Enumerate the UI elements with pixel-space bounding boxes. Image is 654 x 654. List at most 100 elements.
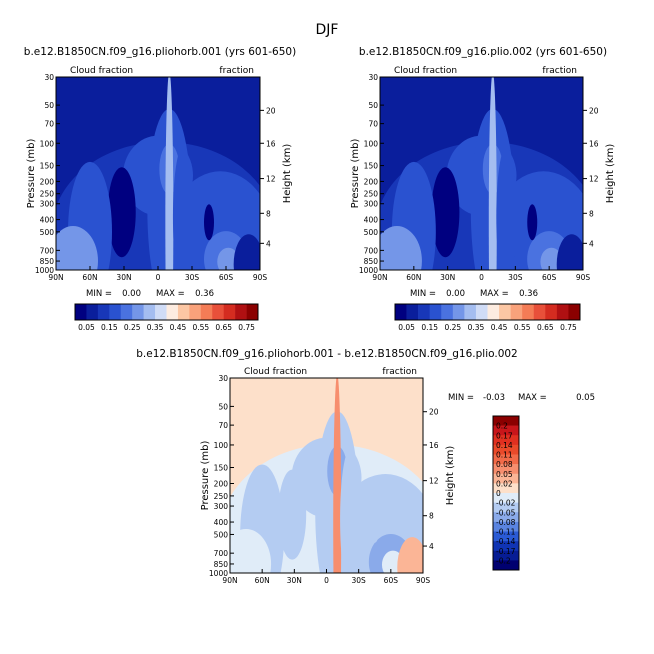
y-tick-label: 500 — [40, 228, 55, 237]
x-tick-label: 0 — [479, 273, 484, 282]
colorbar-box — [493, 483, 519, 494]
y-tick-label: 250 — [214, 492, 229, 501]
y-tick-label: 500 — [364, 228, 379, 237]
y2-tick-label: 12 — [266, 175, 276, 184]
x-tick-label: 0 — [156, 273, 161, 282]
colorbar-box — [155, 304, 167, 320]
y2-tick-label: 8 — [429, 512, 434, 521]
colorbar-box — [97, 304, 110, 320]
contour-field — [230, 378, 423, 573]
colorbar-box — [493, 541, 519, 552]
colorbar-box — [109, 304, 122, 320]
colorbar-box — [429, 304, 442, 320]
y-tick-label: 300 — [40, 200, 55, 209]
colorbar-box — [545, 304, 558, 320]
colorbar-label: 0.35 — [468, 323, 485, 332]
colorbar-box — [493, 550, 519, 561]
stat-min-value: 0.00 — [122, 289, 141, 299]
contour-region — [333, 378, 342, 573]
chart-title: b.e12.B1850CN.f09_g16.pliohorb.001 (yrs … — [24, 46, 296, 58]
y-tick-label: 200 — [364, 177, 379, 186]
contour-region — [230, 528, 272, 573]
x-tick-label: 60N — [406, 273, 421, 282]
colorbar-frame — [394, 303, 581, 321]
colorbar-box — [493, 416, 519, 426]
colorbar-box — [86, 304, 99, 320]
y-tick-label: 850 — [364, 257, 379, 266]
chart-panel-1: b.e12.B1850CN.f09_g16.pliohorb.001 (yrs … — [24, 46, 296, 332]
y2-tick-label: 8 — [589, 209, 594, 218]
y-tick-label: 150 — [214, 464, 229, 473]
colorbar-label: 0.14 — [496, 441, 513, 450]
colorbar-box — [395, 304, 407, 320]
colorbar-box — [189, 304, 202, 320]
y2-tick-label: 20 — [589, 106, 599, 115]
y-tick-label: 400 — [40, 216, 55, 225]
colorbar-label: 0.65 — [537, 323, 554, 332]
stat-min-value: 0.00 — [446, 289, 465, 299]
x-tick-label: 90S — [253, 273, 268, 282]
colorbar-box — [246, 304, 259, 320]
y-tick-label: 100 — [40, 139, 55, 148]
chart-title: b.e12.B1850CN.f09_g16.pliohorb.001 - b.e… — [136, 348, 518, 360]
colorbar-label: 0.05 — [78, 323, 95, 332]
figure-title: DJF — [316, 22, 339, 38]
x-tick-label: 90S — [416, 576, 431, 585]
stat-max-label: MAX = — [480, 289, 509, 299]
y-axis-title: Pressure (mb) — [26, 139, 37, 209]
colorbar-box — [493, 464, 519, 475]
chart-title: b.e12.B1850CN.f09_g16.plio.002 (yrs 601-… — [359, 46, 607, 58]
y-tick-label: 30 — [218, 374, 228, 383]
colorbar-box — [499, 304, 511, 320]
colorbar-box — [510, 304, 523, 320]
colorbar-box — [464, 304, 477, 320]
contour-region — [380, 226, 422, 270]
colorbar: 0.20.170.140.110.080.050.020-0.02-0.05-0… — [492, 415, 520, 571]
y-tick-label: 70 — [44, 120, 54, 129]
contour-region — [496, 146, 517, 270]
contour-region — [397, 537, 423, 573]
x-tick-label: 30N — [116, 273, 131, 282]
colorbar-box — [177, 304, 190, 320]
contour-region — [233, 234, 260, 270]
colorbar-label: 0.75 — [238, 323, 255, 332]
y2-tick-label: 12 — [589, 175, 599, 184]
y-tick-label: 30 — [44, 73, 54, 82]
colorbar-box — [212, 304, 224, 320]
contour-field — [380, 77, 583, 270]
colorbar-box — [120, 304, 133, 320]
colorbar-box — [200, 304, 213, 320]
x-tick-label: 0 — [324, 576, 329, 585]
y-tick-label: 50 — [218, 402, 228, 411]
y-tick-label: 250 — [40, 190, 55, 199]
colorbar-label: 0.05 — [496, 470, 513, 479]
colorbar-box — [418, 304, 430, 320]
y-tick-label: 1000 — [209, 569, 228, 578]
colorbar-box — [493, 473, 519, 484]
colorbar-box — [493, 521, 519, 532]
x-tick-label: 60N — [255, 576, 270, 585]
colorbar-label: 0.11 — [496, 451, 513, 460]
y-tick-label: 700 — [364, 246, 379, 255]
colorbar-label: -0.02 — [496, 499, 516, 508]
colorbar-box — [568, 304, 581, 320]
contour-region — [488, 77, 497, 270]
colorbar-box — [493, 531, 519, 542]
y-tick-label: 850 — [40, 257, 55, 266]
colorbar-box — [533, 304, 546, 320]
colorbar-box — [556, 304, 569, 320]
y2-tick-label: 8 — [266, 209, 271, 218]
colorbar-label: -0.08 — [496, 518, 516, 527]
colorbar-label: 0.65 — [215, 323, 232, 332]
chart-right-label: fraction — [542, 66, 577, 76]
colorbar-label: 0.2 — [496, 422, 508, 431]
y2-axis-title: Height (km) — [605, 144, 616, 204]
colorbar-label: 0.45 — [491, 323, 508, 332]
x-tick-label: 60S — [542, 273, 557, 282]
contour-region — [204, 204, 214, 241]
colorbar-box — [493, 512, 519, 523]
x-tick-label: 30N — [287, 576, 302, 585]
x-tick-label: 90S — [576, 273, 591, 282]
y-tick-label: 100 — [364, 139, 379, 148]
